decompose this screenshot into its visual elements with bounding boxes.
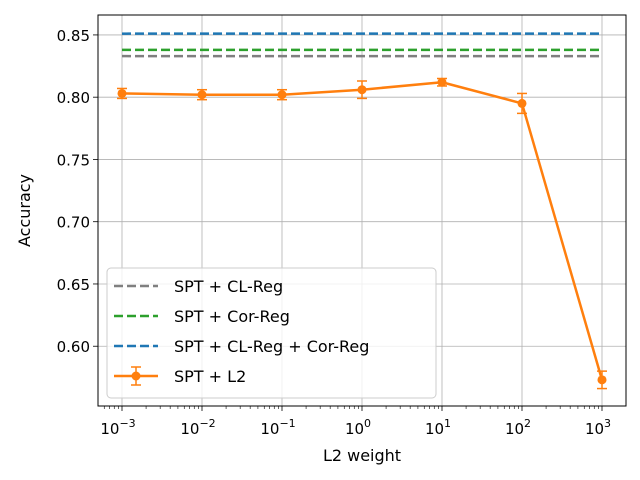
ticks: 10−3 10−2 10−1 100 101 102 1030.600.650.700.75…: [57, 27, 611, 438]
x-tick-label: 10−2: [180, 417, 215, 438]
y-tick-label: 0.85: [57, 27, 90, 45]
legend-label: SPT + CL-Reg: [174, 277, 283, 296]
series-layer: [117, 77, 607, 390]
data-point: [357, 85, 367, 95]
y-tick-label: 0.80: [57, 89, 90, 107]
x-tick-label: 100: [345, 417, 371, 438]
x-tick-label: 10−1: [260, 417, 295, 438]
x-tick-label: 101: [425, 417, 451, 438]
legend-label: SPT + CL-Reg + Cor-Reg: [174, 337, 369, 356]
data-point: [437, 77, 447, 87]
x-tick-label-base: 10: [505, 420, 524, 438]
data-point: [597, 375, 607, 385]
x-tick-label-exponent: 1: [444, 417, 451, 430]
x-tick-label-base: 10: [100, 420, 119, 438]
x-tick-label-base: 10: [180, 420, 199, 438]
x-axis-title: L2 weight: [323, 446, 401, 465]
x-tick-label-exponent: −3: [119, 417, 135, 430]
y-tick-label: 0.60: [57, 338, 90, 356]
x-tick-label-exponent: 0: [364, 417, 371, 430]
legend: SPT + CL-Reg SPT + Cor-Reg SPT + CL-Reg + …: [106, 267, 437, 399]
legend-label: SPT + L2: [174, 367, 246, 386]
legend-box: [106, 267, 437, 399]
y-tick-label: 0.70: [57, 214, 90, 232]
x-tick-label-exponent: −2: [199, 417, 215, 430]
x-tick-label-exponent: −1: [279, 417, 295, 430]
x-tick-label-exponent: 2: [524, 417, 531, 430]
legend-label: SPT + Cor-Reg: [174, 307, 290, 326]
y-tick-label: 0.75: [57, 151, 90, 169]
x-tick-label-base: 10: [345, 420, 364, 438]
data-point: [277, 90, 287, 100]
x-tick-label-base: 10: [425, 420, 444, 438]
x-tick-label: 102: [505, 417, 531, 438]
x-tick-label: 10−3: [100, 417, 135, 438]
y-axis-title: Accuracy: [15, 174, 34, 247]
x-tick-label-exponent: 3: [604, 417, 611, 430]
y-tick-label: 0.65: [57, 276, 90, 294]
data-point: [517, 98, 527, 108]
legend-marker: [131, 371, 141, 381]
data-point: [117, 88, 127, 98]
data-point: [197, 90, 207, 100]
x-tick-label: 103: [585, 417, 611, 438]
x-tick-label-base: 10: [260, 420, 279, 438]
baseline-lines: [122, 32, 602, 58]
x-tick-label-base: 10: [585, 420, 604, 438]
